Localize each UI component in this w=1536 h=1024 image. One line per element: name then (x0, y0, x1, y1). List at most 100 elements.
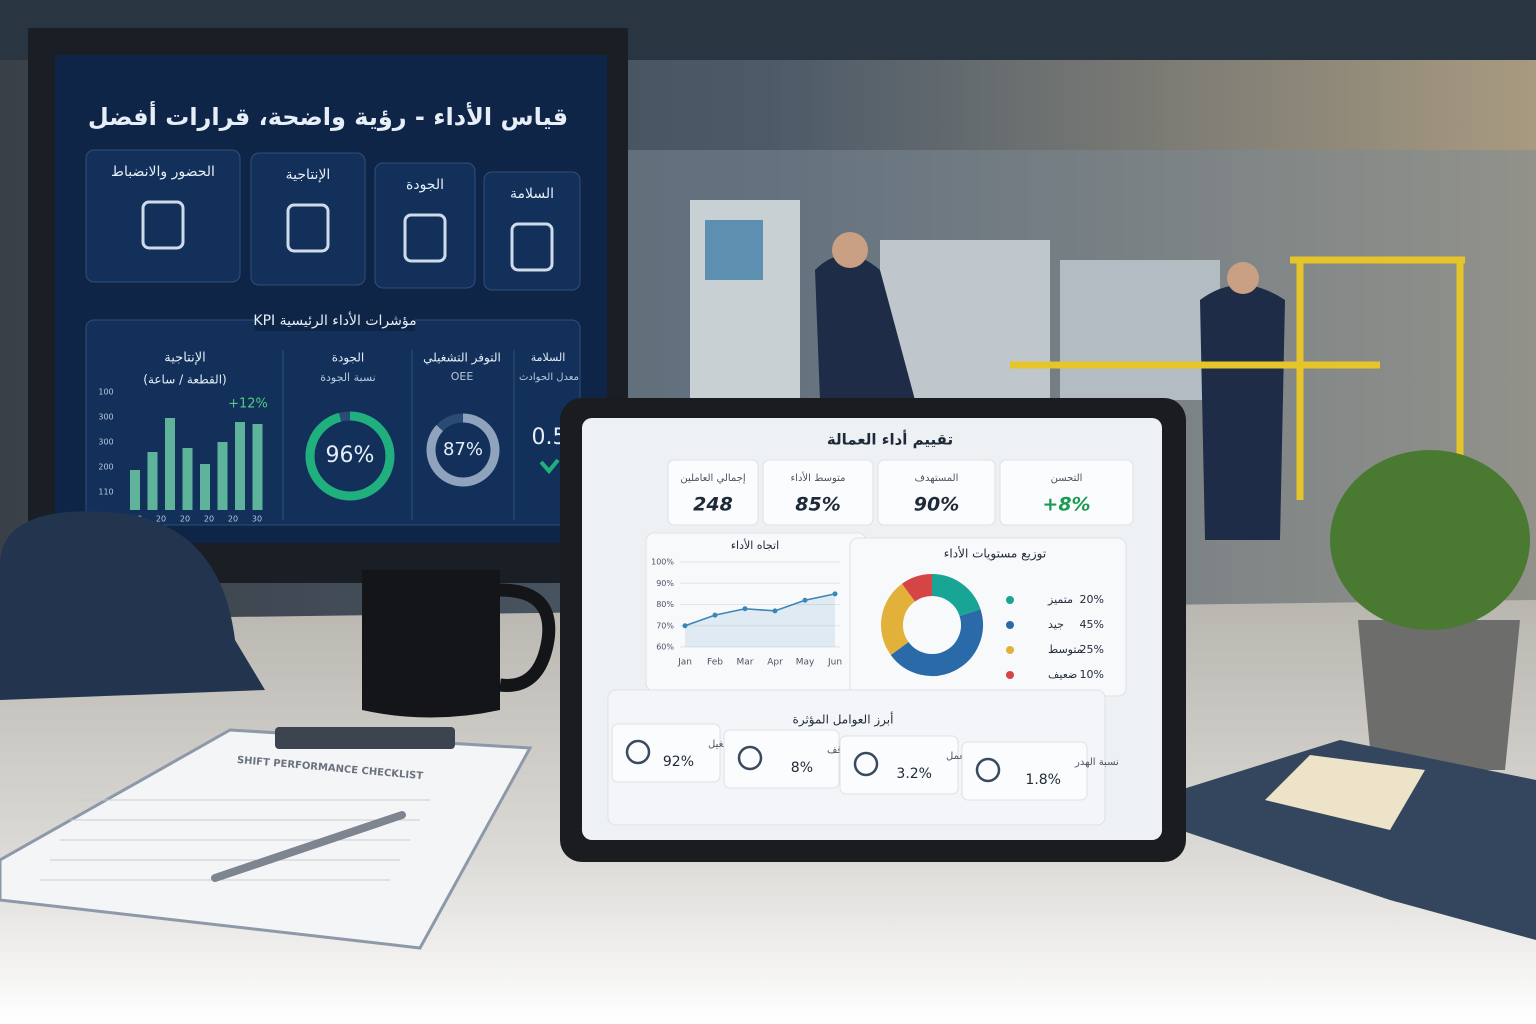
y-tick-label: 60% (656, 643, 674, 652)
kpi-label: الإنتاجية (164, 351, 205, 366)
stat-label: إجمالي العاملين (680, 473, 746, 484)
bar (252, 424, 263, 510)
factors-title: أبرز العوامل المؤثرة (793, 712, 894, 728)
x-tick-label: Feb (707, 658, 723, 668)
y-axis-label: 200 (98, 463, 113, 472)
stat-value: 248 (693, 494, 733, 516)
y-axis-label: 110 (98, 488, 113, 497)
x-axis-label: 20 (180, 515, 190, 524)
kpi-sublabel: معدل الحوادث (519, 372, 579, 383)
check-icon (539, 458, 560, 475)
tablet-title: تقييم أداء العمالة (827, 430, 953, 449)
donut-segment (902, 574, 933, 602)
factor-card (723, 729, 840, 789)
stat-value: 85% (795, 494, 840, 516)
category-card (483, 171, 581, 291)
point (832, 591, 838, 597)
x-axis-label: 20 (204, 515, 214, 524)
legend-dot (1006, 596, 1014, 604)
area (685, 593, 835, 647)
category-icon (510, 222, 554, 272)
kpi-label: السلامة (531, 351, 566, 364)
y-tick-label: 100% (651, 558, 674, 567)
factor-value: 92% (663, 754, 694, 770)
machine (1060, 260, 1220, 400)
y-axis-label: 300 (98, 438, 113, 447)
legend-value: 45% (1080, 618, 1104, 631)
legend-value: 10% (1080, 668, 1104, 681)
donut-segment (890, 609, 983, 676)
x-axis-label: 20 (156, 515, 166, 524)
factor-card (611, 723, 721, 783)
factor-icon (853, 751, 879, 777)
x-tick-label: Jun (827, 658, 842, 668)
stat-label: المستهدف (915, 473, 959, 484)
sticky-notes (1265, 755, 1425, 830)
kpi-title-bg (255, 311, 415, 331)
point (802, 597, 808, 603)
pen (211, 811, 406, 882)
kpi-change: +12% (228, 397, 268, 412)
category-card (85, 149, 241, 283)
chart-title: اتجاه الأداء (731, 538, 779, 552)
category-icon (403, 213, 447, 263)
y-tick-label: 90% (656, 579, 674, 588)
legend-label: متوسط (1048, 643, 1083, 656)
notebook (1180, 740, 1536, 940)
y-axis-label: 300 (98, 413, 113, 422)
mug-handle (499, 583, 556, 692)
bar (235, 422, 245, 510)
stat-card (762, 459, 874, 526)
y-axis-label: 100 (98, 388, 113, 397)
category-label: السلامة (510, 186, 554, 202)
bar (217, 442, 228, 510)
gauge-arc (305, 411, 395, 501)
worker (815, 255, 915, 400)
bar (130, 470, 140, 510)
chart-title: توزيع مستويات الأداء (944, 546, 1046, 562)
legend-label: متميز (1047, 593, 1073, 606)
bar (182, 448, 193, 510)
factor-label: نسبة الهدر (1074, 757, 1119, 768)
factor-card (961, 741, 1088, 801)
stat-value: 90% (914, 494, 959, 516)
legend-dot (1006, 646, 1014, 654)
point (712, 612, 718, 618)
y-tick-label: 70% (656, 621, 674, 630)
kpi-title: مؤشرات الأداء الرئيسية KPI (253, 311, 416, 329)
worker (1200, 285, 1285, 540)
legend-dot (1006, 621, 1014, 629)
gauge-label: 96% (326, 443, 375, 468)
legend-label: جيد (1048, 618, 1064, 631)
checklist-lines (40, 799, 430, 881)
machine-screen (705, 220, 763, 280)
category-icon (141, 200, 185, 250)
x-tick-label: Apr (767, 658, 783, 668)
y-tick-label: 80% (656, 600, 674, 609)
kpi-label: التوفر التشغيلي (423, 351, 501, 366)
stat-card (999, 459, 1134, 526)
category-card (374, 162, 476, 289)
stat-value: +8% (1042, 494, 1090, 516)
point (742, 606, 748, 612)
legend-value: 20% (1080, 593, 1104, 606)
factor-value: 1.8% (1025, 772, 1061, 788)
stat-card (877, 459, 996, 526)
donut-segment (931, 574, 981, 617)
factor-icon (737, 745, 763, 771)
factor-card (839, 735, 959, 795)
gauge-label: 87% (443, 439, 483, 460)
legend-value: 25% (1080, 643, 1104, 656)
kpi-sublabel: OEE (451, 370, 474, 383)
wall-title: قياس الأداء - رؤية واضحة، قرارات أفضل (88, 101, 568, 131)
kpi-sublabel: نسبة الجودة (320, 371, 375, 384)
worker-head (1227, 262, 1259, 294)
gauge-arc (426, 413, 500, 487)
bar (200, 464, 210, 510)
stat-label: متوسط الأداء (790, 471, 845, 484)
worker-head (832, 232, 868, 268)
factor-value: 3.2% (896, 766, 932, 782)
x-tick-label: Mar (737, 658, 754, 668)
factor-icon (625, 739, 651, 765)
